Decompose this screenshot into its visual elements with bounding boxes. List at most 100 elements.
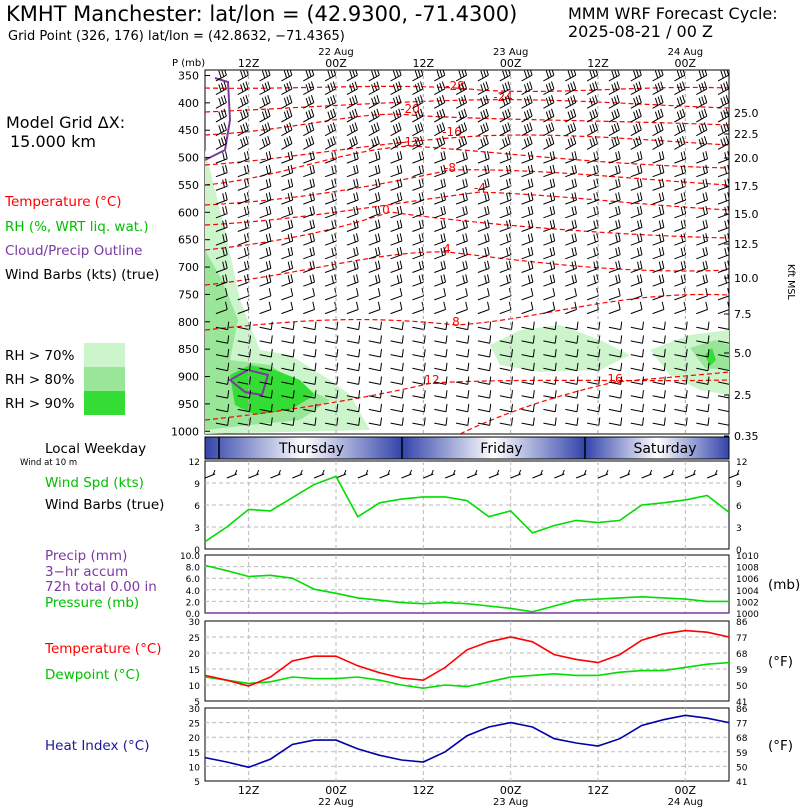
wind-barb [586,403,601,413]
wind-barb [608,95,620,109]
rh-area-6 [705,348,716,366]
wind-barb [543,321,557,331]
wind-barb [652,246,665,260]
wind-barb [303,274,315,287]
model-grid-value: 15.000 km [10,132,96,151]
bottom-date-3: 23 Aug [493,797,528,808]
wind-barb [237,164,250,178]
pres-panel-rtick-3: 1006 [736,575,759,585]
wind-barb [717,233,729,246]
wind-barb [455,246,468,260]
wind-barb [303,287,315,301]
wind-barb [455,178,468,191]
wind-barb [346,122,358,137]
temperature-line [204,629,730,687]
wind-barb [390,321,404,331]
pres-panel-rtick-2: 1004 [736,587,759,597]
temp-panel-rtick-0: 41 [736,698,747,708]
wind-barb [608,335,623,344]
wind-barb [259,164,272,178]
temp-contour-label-1: -24 [493,90,513,104]
wind-barb [499,321,513,331]
wind-barb [325,417,339,426]
wind-barb [324,81,337,96]
wind-barb [455,164,468,178]
wind-barb [434,260,446,273]
wind-barb [696,219,708,232]
wind-barb [652,81,664,96]
wind-barb [565,246,577,260]
pressure-units-label: (mb) [768,577,801,593]
wind-barb [696,151,708,164]
temp-contour-5 [205,169,729,206]
wind-barb [608,287,621,301]
wind-barb [259,178,272,191]
wind-barb [259,287,272,301]
surface-wind-barb-18 [597,469,609,479]
wind-barb [390,301,403,315]
wind-barb [237,108,249,123]
heat-panel-ytick-4: 25 [189,720,200,730]
forecast-cycle-value: 2025-08-21 / 00 Z [568,22,713,41]
xs-top-time-5: 00Z [675,57,697,70]
wind-barb [477,390,492,399]
wind-barb [215,362,230,372]
wind-barb [455,260,468,273]
wind-barb [717,340,729,344]
wind-barb [674,95,686,109]
wind-barb [368,321,382,331]
wind-barb [390,417,404,426]
wind-barb [543,192,556,205]
surface-wind-barb-4 [292,469,303,479]
wind-barb [652,274,665,287]
wind-barb [237,321,251,331]
weekday-band: Thursday Friday Saturday [204,436,730,460]
wind-barb [652,376,666,385]
wind-barb [543,178,556,191]
wind-barb [412,335,426,344]
heat-index-label: Heat Index (°C) [45,738,150,754]
wind-barb [303,417,317,426]
wind-barb [455,219,468,232]
wind-barb [608,122,620,137]
wind-barb [608,403,623,413]
wind-barb [565,219,577,232]
heat-f-units-label: (°F) [768,738,794,754]
wind-barb [630,246,643,260]
wind-barb [390,349,404,358]
wind-barb [434,376,448,385]
dewpoint-line [204,661,730,690]
wind-barb [215,246,228,260]
xs-kft-tick-3: 17.5 [734,180,759,193]
wind-speed-label: Wind Spd (kts) [45,475,144,491]
wind-barb [499,335,513,344]
xs-top-date-5: 24 Aug [668,47,703,58]
wind-barb [652,136,664,150]
wind-barb [281,362,295,372]
heat-panel-ytick-3: 20 [189,734,201,744]
wind-barb [324,362,339,372]
wind-barb [434,287,446,301]
wind-barb [477,233,490,246]
wind-barb [565,362,579,372]
xs-kft-tick-1: 22.5 [734,128,759,141]
xs-top-time-3: 00Z [500,57,522,70]
wind-barb [652,108,664,123]
wind-barb [303,164,315,178]
wind-barb [281,219,294,232]
wind-barb [281,108,293,123]
wind-barb [412,349,426,358]
wind-panel-ytick-3: 9 [194,480,200,490]
surface-wind-barb-5 [313,469,325,479]
wind-barb [587,417,601,426]
wind-barb [368,233,381,246]
surface-wind-barb-23 [706,469,718,479]
wind-barb [215,70,227,82]
wind-barb [303,349,317,358]
wind-barb [390,376,404,385]
surface-wind-barb-14 [510,469,522,479]
wind-barb [368,417,382,426]
wind-barb [696,390,710,399]
wind-barb [608,321,623,331]
wind-barb [346,390,361,399]
